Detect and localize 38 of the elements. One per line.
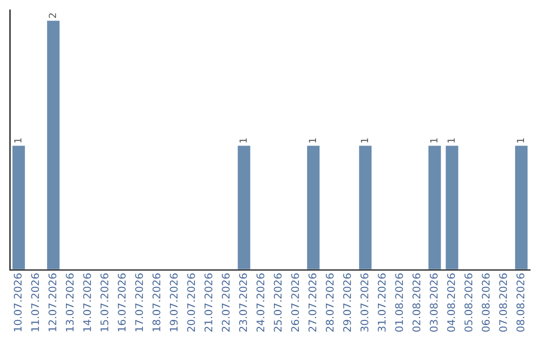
data-label: 1 [448,138,455,143]
x-tick-label: 22.07.2026 [222,273,230,332]
x-tick-label: 23.07.2026 [239,273,248,332]
x-tick-label: 20.07.2026 [187,273,196,332]
x-tick-label: 13.07.2026 [66,273,74,332]
x-tick-label: 29.07.2026 [343,273,352,332]
x-tick-label: 25.07.2026 [274,273,282,332]
x-tick-label: 17.07.2026 [135,273,144,332]
x-tick-label: 07.08.2026 [499,273,508,332]
data-label: 2 [48,13,56,18]
x-tick-label: 27.07.2026 [308,273,316,332]
data-label: 1 [360,138,368,143]
x-tick-label: 21.07.2026 [204,273,212,332]
x-tick-label: 28.07.2026 [326,273,334,332]
x-tick-label: 12.07.2026 [48,273,56,332]
x-tick-label: 16.07.2026 [118,273,126,332]
x-tick-label: 01.08.2026 [395,273,404,332]
x-tick-label: 31.07.2026 [378,273,386,332]
x-tick-label: 10.07.2026 [14,273,22,332]
data-label: 1 [14,138,22,143]
x-tick-label: 03.08.2026 [430,273,438,332]
x-tick-label: 06.08.2026 [482,273,490,332]
x-tick-label: 24.07.2026 [256,273,264,332]
data-label: 1 [308,138,316,143]
data-label: 1 [516,138,524,143]
x-tick-label: 15.07.2026 [100,273,108,332]
x-tick-label: 30.07.2026 [360,273,368,332]
x-tick-label: 18.07.2026 [152,273,160,332]
x-tick-label: 11.07.2026 [31,273,40,332]
x-tick-label: 14.07.2026 [83,273,92,332]
x-tick-label: 19.07.2026 [170,273,178,332]
data-label: 1 [430,138,438,143]
data-label: 1 [240,138,247,143]
x-tick-label: 26.07.2026 [291,273,300,332]
x-tick-label: 05.08.2026 [464,273,472,332]
x-tick-label: 08.08.2026 [516,273,524,332]
x-tick-label: 04.08.2026 [447,273,456,332]
x-tick-label: 02.08.2026 [412,273,420,332]
